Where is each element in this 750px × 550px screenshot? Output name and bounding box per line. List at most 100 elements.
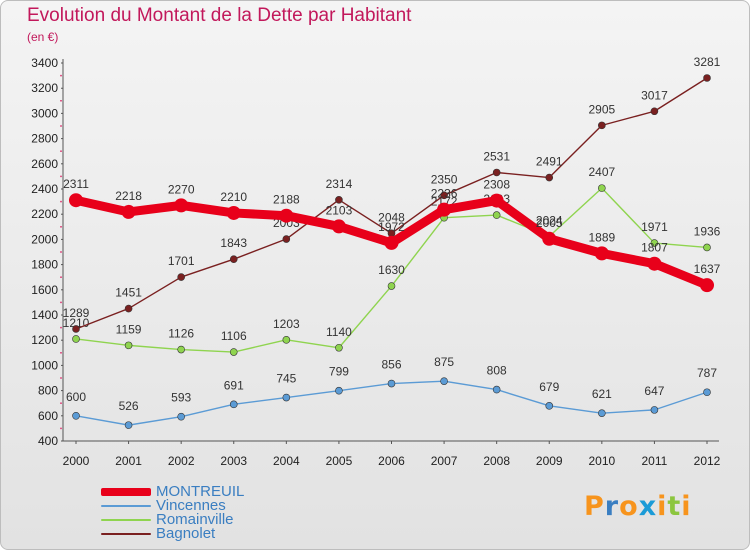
y-tick-label: 600 xyxy=(38,409,58,423)
data-label: 2270 xyxy=(168,182,195,196)
y-tick-label: 3000 xyxy=(31,106,58,120)
data-label: 2218 xyxy=(115,189,142,203)
data-point xyxy=(282,235,291,243)
data-label: 1140 xyxy=(326,325,352,339)
data-label: 1451 xyxy=(115,286,142,300)
data-point xyxy=(492,385,501,394)
data-point xyxy=(229,400,238,409)
y-tick-label: 2000 xyxy=(31,232,58,246)
x-tick-label: 2006 xyxy=(378,454,405,468)
data-point xyxy=(229,348,238,356)
legend-label: Bagnolet xyxy=(156,525,216,542)
data-point xyxy=(650,406,659,414)
y-tick-label: 3400 xyxy=(31,56,58,70)
data-label: 2531 xyxy=(483,149,510,163)
data-label: 2236 xyxy=(431,187,458,201)
x-tick-label: 2009 xyxy=(536,454,563,468)
x-tick-label: 2012 xyxy=(694,454,721,468)
proxiti-logo: Proxiti xyxy=(584,491,692,522)
y-tick-label: 1400 xyxy=(31,308,58,322)
logo-letter: x xyxy=(638,491,658,522)
data-label: 2188 xyxy=(273,193,300,207)
data-label: 1126 xyxy=(168,327,194,341)
y-tick-label: 2200 xyxy=(31,207,58,221)
data-point xyxy=(598,121,606,130)
data-label: 2407 xyxy=(588,165,615,179)
data-point xyxy=(650,107,659,116)
data-point xyxy=(437,202,452,217)
data-label: 691 xyxy=(224,378,244,392)
legend-item-romainville: Romainville xyxy=(101,512,244,527)
data-point xyxy=(282,393,291,402)
x-tick-label: 2010 xyxy=(588,454,615,468)
y-tick-label: 2800 xyxy=(31,132,58,146)
data-label: 745 xyxy=(276,372,296,386)
logo-letter: i xyxy=(681,491,692,522)
data-label: 2905 xyxy=(588,102,615,116)
data-point xyxy=(492,211,501,219)
x-tick-label: 2008 xyxy=(483,454,510,468)
data-label: 593 xyxy=(171,391,191,405)
data-label: 1972 xyxy=(378,220,405,234)
legend-swatch xyxy=(101,519,151,521)
data-point xyxy=(124,304,133,313)
logo-letter: r xyxy=(604,491,620,522)
data-point xyxy=(440,191,448,200)
data-point xyxy=(387,282,396,290)
data-label: 1289 xyxy=(63,306,90,320)
data-point xyxy=(226,205,241,220)
x-tick-label: 2003 xyxy=(220,454,247,468)
data-label: 808 xyxy=(487,364,507,378)
data-label: 2311 xyxy=(63,177,89,191)
logo-letter: i xyxy=(657,491,668,522)
x-tick-label: 2001 xyxy=(115,454,142,468)
data-point xyxy=(545,173,554,182)
data-label: 1637 xyxy=(694,262,721,276)
data-point xyxy=(124,341,133,350)
data-label: 787 xyxy=(697,366,717,380)
data-point xyxy=(72,411,80,420)
data-point xyxy=(650,239,659,247)
chart-title: Evolution du Montant de la Dette par Hab… xyxy=(27,5,412,26)
x-tick-label: 2005 xyxy=(326,454,353,468)
y-tick-label: 2400 xyxy=(31,182,58,196)
x-tick-label: 2002 xyxy=(168,454,195,468)
data-label: 2103 xyxy=(326,203,353,217)
data-point xyxy=(545,402,554,410)
data-label: 2350 xyxy=(431,172,458,186)
data-point xyxy=(387,379,396,388)
data-label: 2308 xyxy=(483,178,510,192)
data-label: 1807 xyxy=(641,241,668,255)
series-vincennes: 600 526 593 691 745 799 856 875 808 679 621 647 787 xyxy=(66,355,717,429)
data-point xyxy=(72,325,80,333)
data-point xyxy=(229,255,238,263)
y-tick-label: 1000 xyxy=(31,358,58,372)
data-label: 526 xyxy=(119,399,139,413)
x-tick-label: 2011 xyxy=(642,454,668,468)
y-tick-label: 1200 xyxy=(31,333,58,347)
data-label: 3281 xyxy=(694,55,721,69)
data-point xyxy=(331,219,346,234)
data-point xyxy=(69,193,83,208)
data-point xyxy=(335,386,343,395)
data-label: 1159 xyxy=(116,322,142,336)
data-point xyxy=(384,235,399,250)
data-point xyxy=(282,336,291,344)
data-label: 1936 xyxy=(694,224,721,238)
legend-swatch xyxy=(101,488,151,496)
data-label: 1971 xyxy=(641,220,668,234)
x-tick-label: 2000 xyxy=(63,454,90,468)
data-label: 600 xyxy=(66,390,86,404)
data-label: 2491 xyxy=(536,155,563,169)
data-label: 1630 xyxy=(378,263,405,277)
data-point xyxy=(72,335,80,343)
data-point xyxy=(279,208,294,223)
data-point xyxy=(703,74,711,82)
legend-label: Vincennes xyxy=(156,497,226,514)
data-label: 621 xyxy=(592,387,612,401)
data-label: 2210 xyxy=(220,190,247,204)
data-point xyxy=(124,421,133,429)
x-tick-label: 2004 xyxy=(273,454,300,468)
